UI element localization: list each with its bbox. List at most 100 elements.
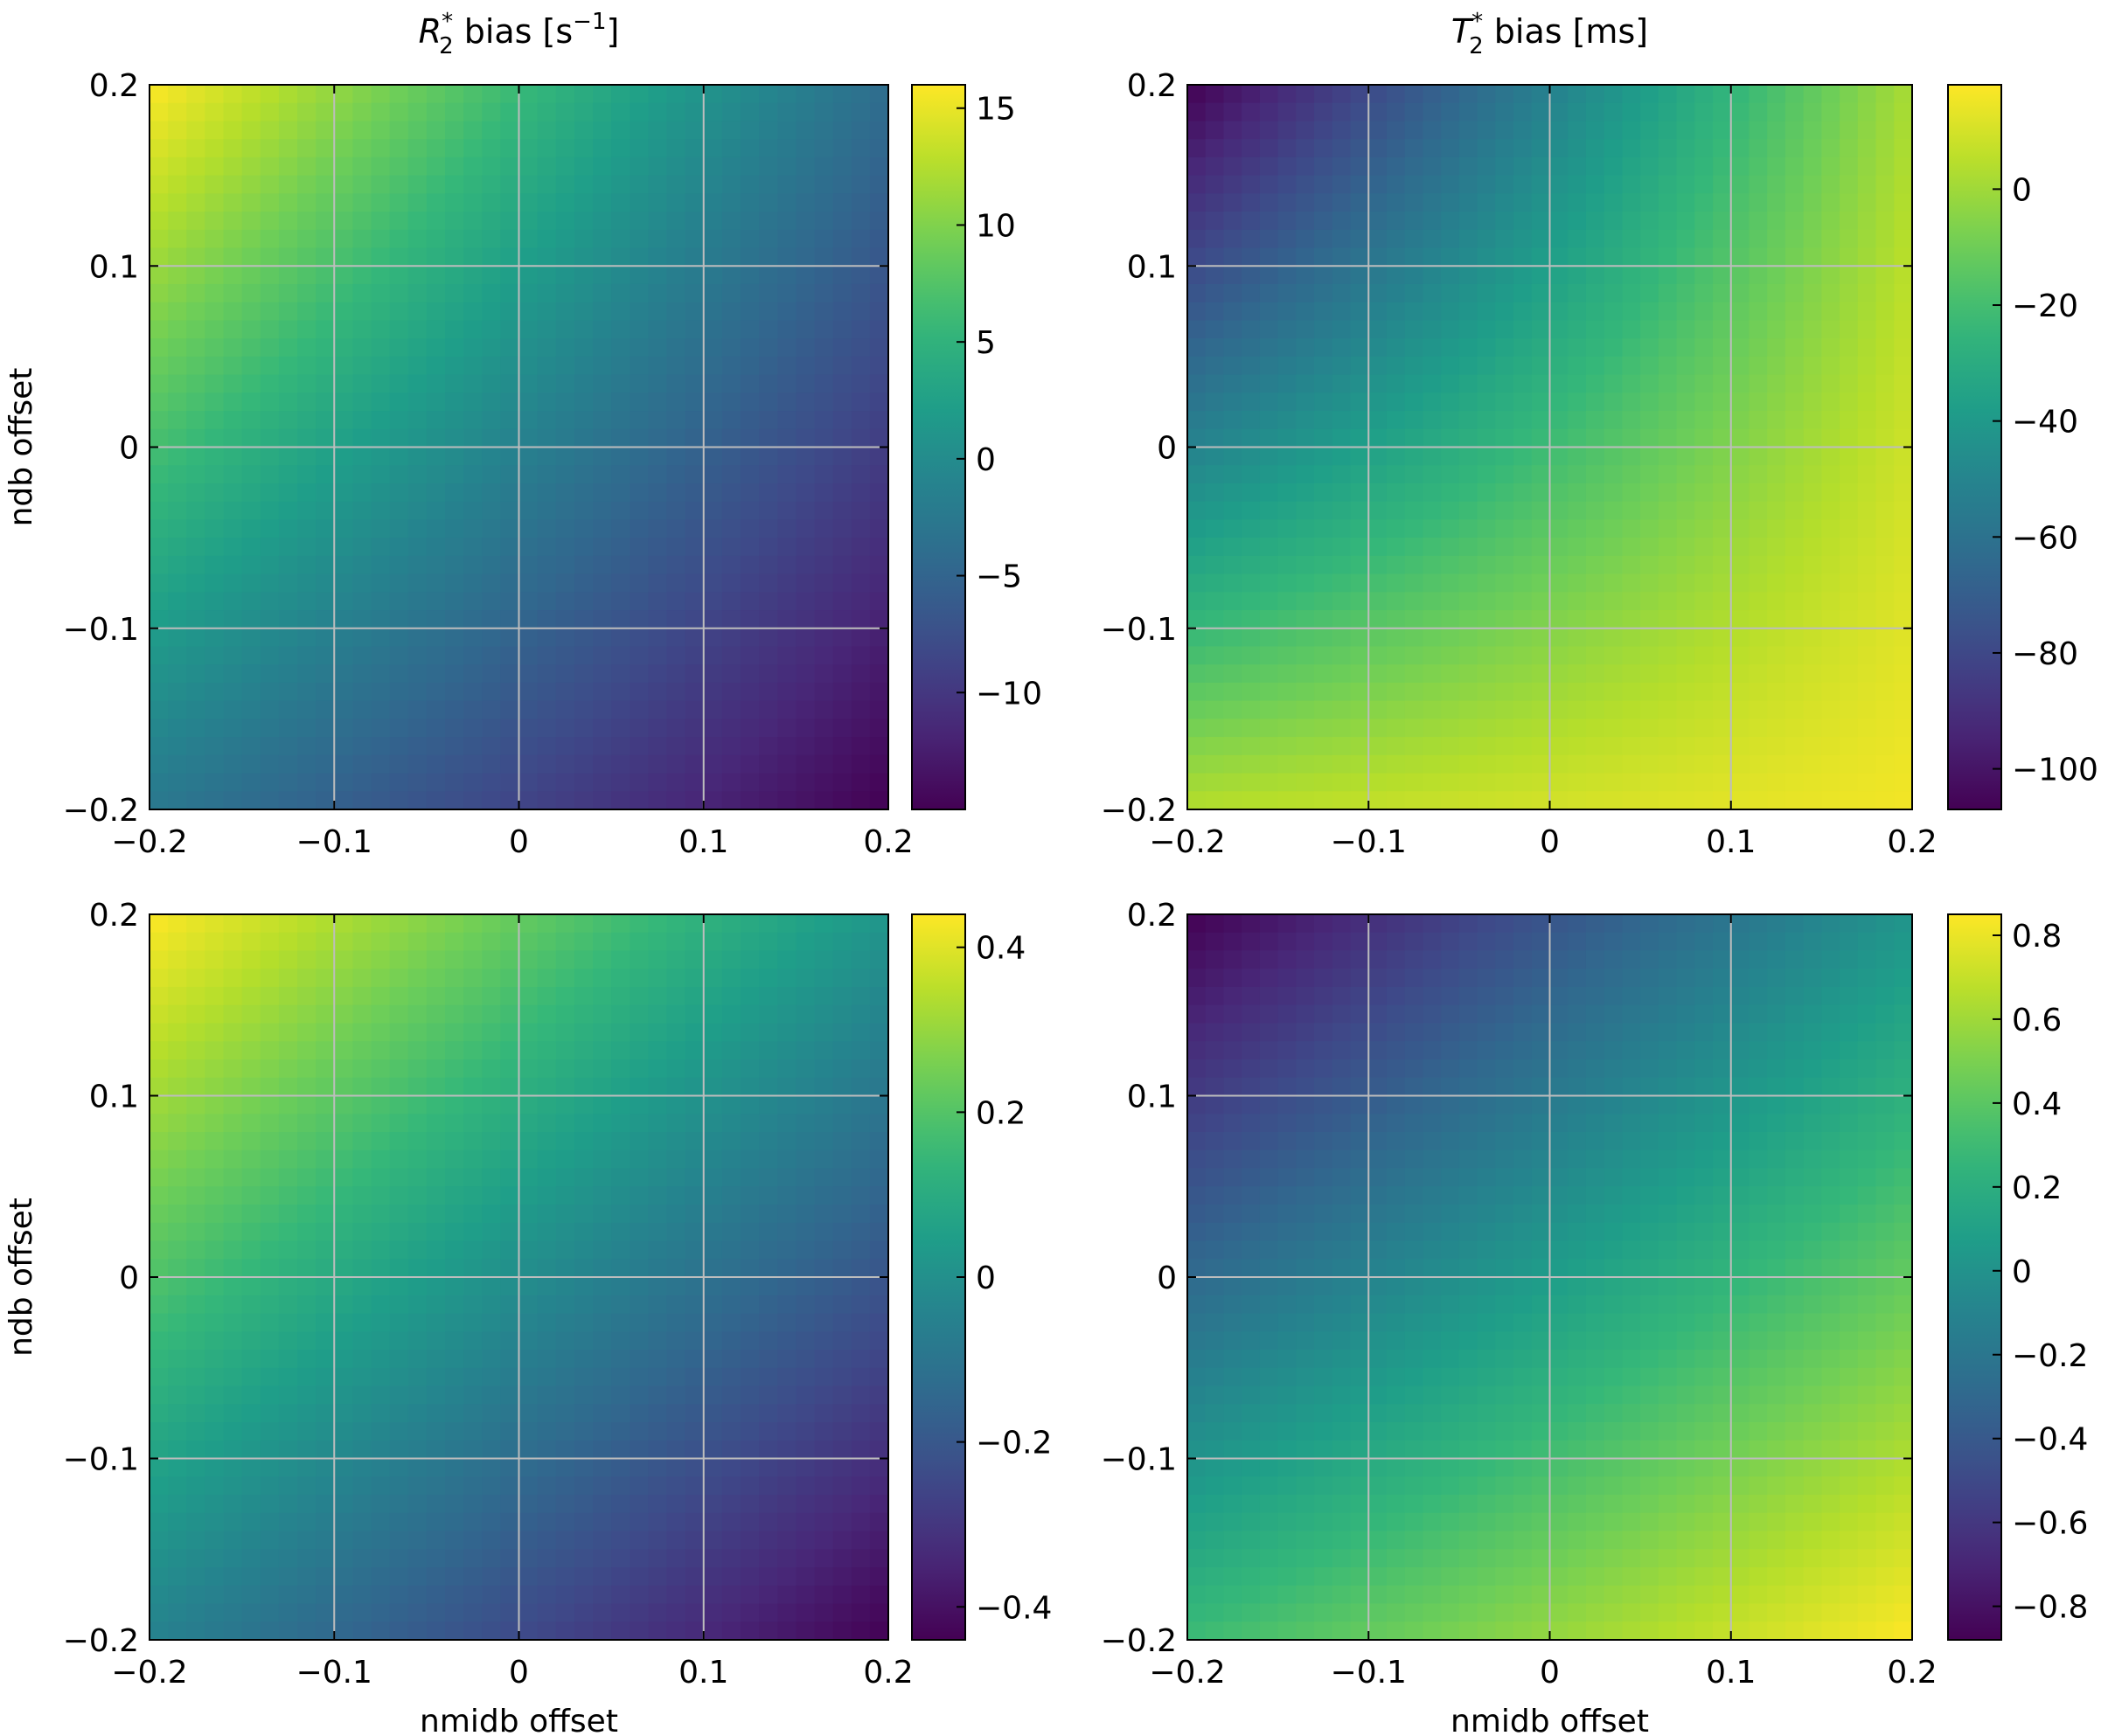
heatmap-cell — [555, 1549, 575, 1568]
heatmap-cell — [1205, 447, 1225, 467]
heatmap-cell — [741, 1531, 760, 1551]
heatmap-cell — [1622, 737, 1641, 756]
heatmap-cell — [1187, 773, 1207, 793]
heatmap-cell — [1658, 283, 1678, 303]
heatmap-cell — [186, 247, 206, 267]
heatmap-cell — [1640, 338, 1659, 358]
heatmap-cell — [648, 1277, 668, 1296]
heatmap-cell — [445, 428, 464, 448]
heatmap-cell — [1713, 212, 1732, 231]
heatmap-cell — [1277, 447, 1297, 467]
heatmap-cell — [1694, 538, 1714, 557]
heatmap-cell — [777, 519, 797, 538]
heatmap-cell — [426, 1404, 446, 1423]
heatmap-cell — [796, 1259, 816, 1278]
heatmap-cell — [316, 932, 336, 952]
heatmap-cell — [223, 737, 243, 756]
heatmap-cell — [1386, 573, 1406, 594]
heatmap-cell — [611, 646, 631, 666]
heatmap-cell — [1549, 447, 1569, 467]
heatmap-cell — [150, 1059, 169, 1079]
heatmap-cell — [593, 1404, 612, 1423]
heatmap-cell — [205, 1495, 225, 1514]
heatmap-cell — [278, 664, 298, 684]
heatmap-cell — [869, 1149, 888, 1170]
heatmap-cell — [445, 1205, 464, 1224]
heatmap-cell — [426, 1059, 446, 1079]
heatmap-cell — [241, 338, 261, 358]
heatmap-cell — [1495, 682, 1514, 702]
heatmap-cell — [260, 1205, 280, 1224]
heatmap-cell — [593, 1240, 612, 1260]
heatmap-cell — [814, 1149, 834, 1170]
heatmap-cell — [611, 700, 631, 720]
heatmap-cell — [666, 1331, 686, 1351]
heatmap-cell — [241, 139, 261, 158]
heatmap-cell — [1821, 610, 1840, 629]
heatmap-cell — [150, 1277, 169, 1296]
heatmap-cell — [1803, 682, 1823, 702]
heatmap-cell — [593, 1205, 612, 1224]
heatmap-cell — [1495, 411, 1514, 430]
heatmap-cell — [500, 573, 520, 594]
x-axis-title: nmidb offset — [420, 1704, 618, 1736]
heatmap-cell — [1404, 538, 1424, 557]
heatmap-cell — [1223, 320, 1242, 339]
heatmap-cell — [832, 1023, 852, 1043]
heatmap-cell — [260, 1621, 280, 1640]
heatmap-cell — [518, 1331, 539, 1351]
heatmap-cell — [1513, 682, 1533, 702]
heatmap-cell — [1441, 428, 1460, 448]
heatmap-cell — [1332, 428, 1352, 448]
heatmap-cell — [1531, 212, 1551, 231]
heatmap-cell — [1495, 102, 1514, 122]
colorbar-tick-label: −60 — [2012, 520, 2078, 556]
heatmap-cell — [777, 302, 797, 322]
heatmap-cell — [1585, 664, 1605, 684]
heatmap-cell — [1803, 791, 1823, 809]
heatmap-cell — [741, 229, 760, 249]
heatmap-cell — [796, 1222, 816, 1242]
y-tick-label: −0.2 — [1101, 793, 1177, 829]
heatmap-cell — [1495, 737, 1514, 756]
heatmap-cell — [482, 1331, 502, 1351]
heatmap-cell — [721, 719, 741, 738]
heatmap-cell — [1350, 592, 1370, 611]
heatmap-cell — [1187, 1059, 1207, 1079]
heatmap-cell — [1622, 773, 1641, 793]
heatmap-cell — [1458, 175, 1478, 195]
heatmap-cell — [721, 700, 741, 720]
heatmap-cell — [1749, 573, 1768, 594]
heatmap-cell — [685, 1458, 705, 1478]
heatmap-cell — [389, 1295, 409, 1315]
heatmap-cell — [1894, 356, 1912, 376]
heatmap-cell — [630, 1222, 650, 1242]
heatmap-cell — [1187, 266, 1207, 285]
heatmap-cell — [518, 1149, 539, 1170]
heatmap-cell — [1622, 483, 1641, 503]
heatmap-cell — [1604, 501, 1624, 521]
heatmap-cell — [741, 791, 760, 809]
heatmap-cell — [611, 1567, 631, 1587]
y-tick-label: −0.2 — [63, 1623, 139, 1659]
heatmap-cell — [463, 1023, 484, 1043]
heatmap-cell — [1223, 610, 1242, 629]
heatmap-cell — [1767, 247, 1786, 267]
heatmap-cell — [426, 392, 446, 412]
heatmap-cell — [759, 1132, 779, 1151]
heatmap-cell — [1875, 283, 1896, 303]
heatmap-cell — [168, 193, 188, 212]
x-tick-label: 0.2 — [1887, 824, 1937, 860]
heatmap-cell — [500, 229, 520, 249]
heatmap-cell — [832, 1549, 852, 1568]
heatmap-cell — [574, 1077, 594, 1097]
heatmap-cell — [741, 85, 760, 104]
heatmap-cell — [1803, 229, 1823, 249]
heatmap-cell — [555, 987, 575, 1006]
heatmap-cell — [297, 266, 317, 285]
heatmap-cell — [1730, 773, 1750, 793]
heatmap-cell — [334, 212, 354, 231]
heatmap-cell — [1730, 428, 1750, 448]
heatmap-cell — [1205, 700, 1225, 720]
heatmap-cell — [168, 1114, 188, 1133]
